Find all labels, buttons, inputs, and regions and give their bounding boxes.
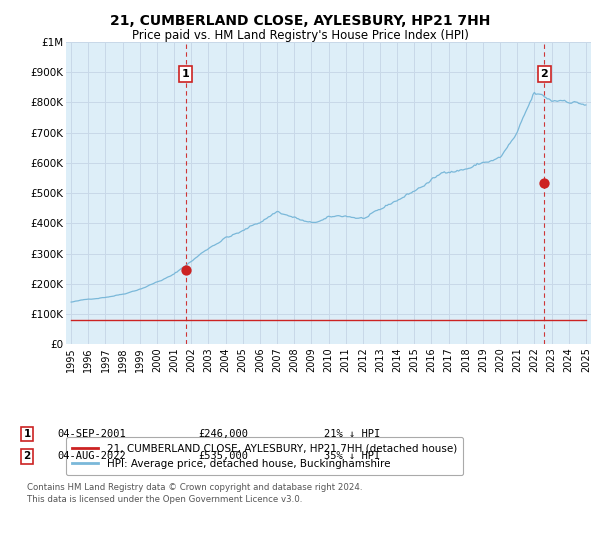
Text: 1: 1 [23,429,31,439]
Text: 2: 2 [23,451,31,461]
Text: Price paid vs. HM Land Registry's House Price Index (HPI): Price paid vs. HM Land Registry's House … [131,29,469,42]
Text: Contains HM Land Registry data © Crown copyright and database right 2024.: Contains HM Land Registry data © Crown c… [27,483,362,492]
Text: £246,000: £246,000 [198,429,248,439]
Text: £535,000: £535,000 [198,451,248,461]
Text: 21, CUMBERLAND CLOSE, AYLESBURY, HP21 7HH: 21, CUMBERLAND CLOSE, AYLESBURY, HP21 7H… [110,14,490,28]
Legend: 21, CUMBERLAND CLOSE, AYLESBURY, HP21 7HH (detached house), HPI: Average price, : 21, CUMBERLAND CLOSE, AYLESBURY, HP21 7H… [66,437,463,475]
Text: 2: 2 [541,69,548,79]
Text: 04-AUG-2022: 04-AUG-2022 [57,451,126,461]
Text: 1: 1 [182,69,190,79]
Text: 21% ↓ HPI: 21% ↓ HPI [324,429,380,439]
Text: 35% ↓ HPI: 35% ↓ HPI [324,451,380,461]
Point [539,178,549,187]
Text: This data is licensed under the Open Government Licence v3.0.: This data is licensed under the Open Gov… [27,495,302,504]
Point [181,265,190,274]
Text: 04-SEP-2001: 04-SEP-2001 [57,429,126,439]
